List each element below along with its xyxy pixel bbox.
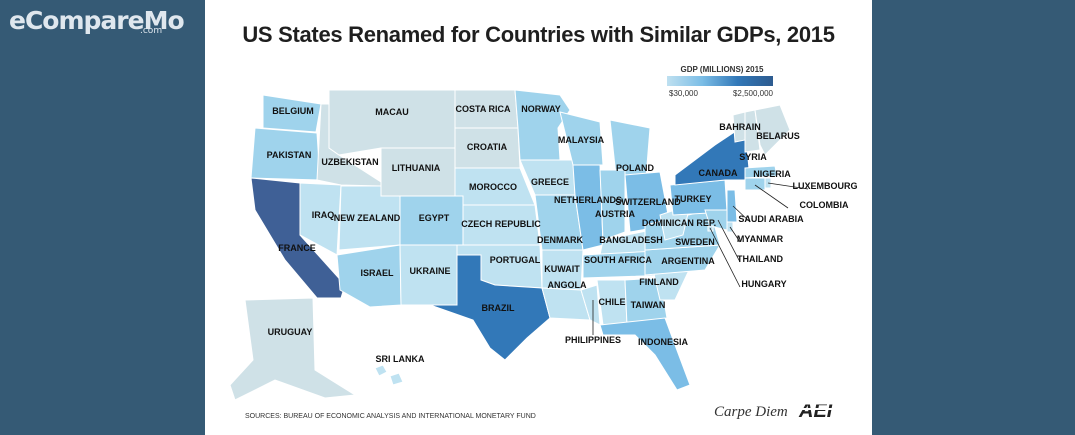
state-label-va: SWEDEN	[675, 237, 715, 247]
state-label-ks: CZECH REPUBLIC	[461, 219, 541, 229]
state-hi	[374, 364, 404, 386]
state-label-sc: FINLAND	[639, 277, 679, 287]
state-label-ky: BANGLADESH	[599, 235, 663, 245]
state-label-mt: MACAU	[375, 107, 409, 117]
source-note: SOURCES: BUREAU OF ECONOMIC ANALYSIS AND…	[245, 413, 536, 420]
state-label-tx: BRAZIL	[482, 303, 515, 313]
state-label-ut: NEW ZEALAND	[334, 213, 401, 223]
state-label-sd: CROATIA	[467, 142, 508, 152]
state-nj	[726, 189, 738, 223]
state-label-ga: TAIWAN	[631, 300, 666, 310]
aei-logo-stripe	[799, 403, 845, 405]
state-label-mi: POLAND	[616, 163, 655, 173]
carpe-diem-credit: Carpe Diem	[714, 404, 788, 420]
legend-min-label: $30,000	[669, 89, 698, 98]
state-label-ny: CANADA	[699, 168, 738, 178]
state-label-pa: TURKEY	[674, 194, 711, 204]
state-label-me: BELARUS	[756, 131, 800, 141]
state-label-md: THAILAND	[737, 254, 783, 264]
state-label-wi: MALAYSIA	[558, 135, 605, 145]
leader-line-md	[717, 219, 741, 263]
state-label-nm: UKRAINE	[409, 266, 450, 276]
map-title: US States Renamed for Countries with Sim…	[242, 22, 835, 47]
state-md	[704, 209, 728, 231]
state-label-ne: MOROCCO	[469, 182, 517, 192]
aei-logo-text: AEI	[798, 400, 833, 422]
state-label-ma: NIGERIA	[753, 169, 791, 179]
leader-line-de	[729, 226, 741, 243]
state-label-ok: PORTUGAL	[490, 255, 541, 265]
state-label-dc: HUNGARY	[741, 279, 786, 289]
state-label-ca: FRANCE	[278, 243, 316, 253]
state-label-nc: ARGENTINA	[661, 256, 715, 266]
state-label-la: ANGOLA	[548, 280, 587, 290]
us-states-map: BELGIUM PAKISTAN FRANCE IRAQ UZBEKISTAN MACAU…	[229, 89, 858, 401]
state-label-fl: INDONESIA	[638, 337, 689, 347]
leader-line-ri	[767, 182, 809, 190]
state-label-il: NETHERLANDS	[554, 195, 622, 205]
state-tx	[429, 254, 551, 361]
state-wa	[262, 94, 322, 133]
state-ga	[624, 277, 668, 326]
state-label-al: CHILE	[599, 297, 626, 307]
state-label-vt: BAHRAIN	[719, 122, 761, 132]
state-me	[754, 104, 791, 156]
state-il	[572, 164, 604, 251]
state-az	[336, 244, 402, 308]
logo-suffix-text: .com	[140, 26, 163, 36]
state-label-mn: NORWAY	[521, 104, 561, 114]
site-logo[interactable]: eCompareMo .com	[0, 0, 205, 60]
state-label-or: PAKISTAN	[267, 150, 312, 160]
leader-line-ct	[754, 184, 789, 209]
state-mt	[328, 89, 456, 156]
state-ct	[744, 177, 766, 191]
state-ma	[744, 165, 778, 179]
aei-logo-stripe	[799, 408, 845, 410]
state-label-nj: SAUDI ARABIA	[738, 214, 804, 224]
state-label-ia: GREECE	[531, 177, 569, 187]
legend-title: GDP (MILLIONS) 2015	[680, 65, 764, 74]
state-label-de: MYANMAR	[737, 234, 784, 244]
state-label-id: UZBEKISTAN	[321, 157, 378, 167]
leader-line-nj	[732, 205, 751, 223]
gdp-legend: GDP (MILLIONS) 2015 $30,000 $2,500,000	[667, 65, 777, 105]
state-ak	[229, 297, 357, 401]
state-label-co: EGYPT	[419, 213, 450, 223]
state-label-wy: LITHUANIA	[392, 163, 441, 173]
state-label-oh: SWITZERLAND	[615, 197, 681, 207]
state-mn	[514, 89, 571, 161]
state-label-nv: IRAQ	[312, 210, 335, 220]
state-label-nh: SYRIA	[739, 152, 767, 162]
state-in	[599, 169, 626, 241]
state-label-ms: PHILIPPINES	[565, 335, 621, 345]
state-wi	[559, 111, 604, 166]
map-panel: US States Renamed for Countries with Sim…	[205, 0, 872, 435]
state-label-nd: COSTA RICA	[456, 104, 511, 114]
state-fl	[599, 317, 691, 391]
state-label-wv: DOMINICAN REP.	[642, 218, 716, 228]
state-label-az: ISRAEL	[360, 268, 394, 278]
aei-logo: AEI	[798, 400, 845, 422]
state-label-wa: BELGIUM	[272, 106, 314, 116]
leader-line-dc	[709, 227, 741, 288]
state-label-tn: SOUTH AFRICA	[584, 255, 652, 265]
state-label-hi: SRI LANKA	[376, 354, 425, 364]
legend-max-label: $2,500,000	[732, 89, 773, 98]
state-label-ct: COLOMBIA	[800, 200, 849, 210]
logo-brand-text: eCompareMo	[9, 6, 185, 35]
legend-color-bar	[667, 76, 773, 86]
state-label-mo: DENMARK	[537, 235, 583, 245]
state-label-ar: KUWAIT	[544, 264, 580, 274]
state-label-in: AUSTRIA	[595, 209, 635, 219]
state-label-ri: LUXEMBOURG	[793, 181, 858, 191]
state-label-ak: URUGUAY	[268, 327, 313, 337]
